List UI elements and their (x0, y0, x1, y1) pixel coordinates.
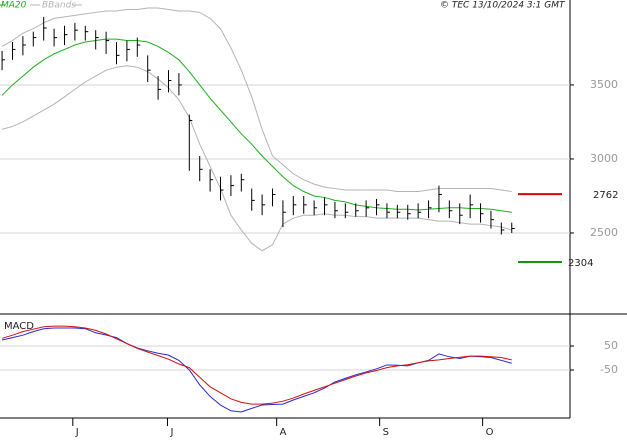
x-tick-label: J (169, 427, 173, 438)
y-tick-label: 2500 (590, 226, 618, 239)
bband-lower (1, 65, 512, 252)
x-tick-label: S (383, 427, 389, 438)
x-tick-label: J (75, 427, 79, 438)
legend-label: BBands (42, 1, 76, 11)
y-tick-label: -50 (600, 363, 618, 376)
legend-label: MA20 (1, 1, 27, 11)
level-label: 2762 (593, 190, 618, 201)
ma20-line (1, 38, 512, 213)
x-tick-label: O (486, 427, 494, 438)
macd-title: MACD (4, 321, 34, 332)
x-tick-label: A (280, 427, 287, 438)
copyright: © TEC 13/10/2024 3:1 GMT (440, 1, 566, 11)
y-tick-label: 3500 (590, 78, 618, 91)
macd-line (1, 325, 512, 405)
bband-upper (1, 7, 512, 193)
level-label: 2304 (568, 258, 593, 269)
y-tick-label: 50 (604, 339, 618, 352)
y-tick-label: 3000 (590, 152, 618, 165)
